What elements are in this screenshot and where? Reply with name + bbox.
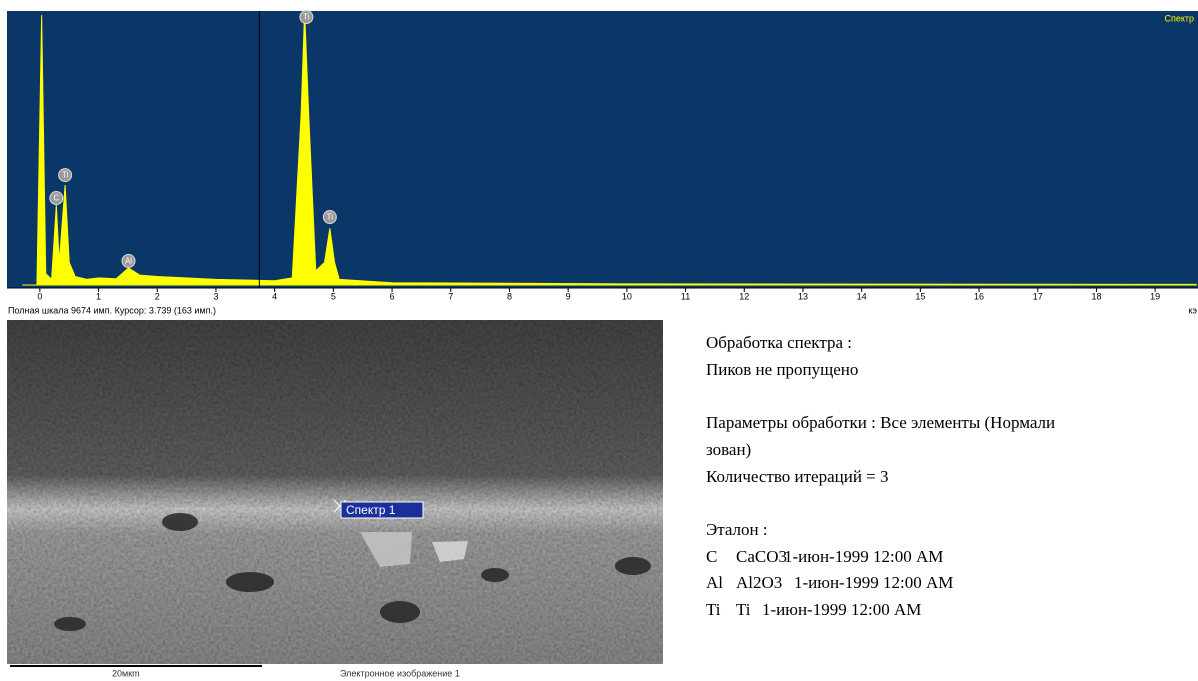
report-line: Обработка спектра : bbox=[706, 330, 1196, 357]
footer: Полная шкала 9674 имп. Курсор: 3.739 (16… bbox=[8, 305, 216, 315]
standard-cell: Al bbox=[706, 570, 728, 597]
x-tick-label: 13 bbox=[798, 291, 808, 301]
report-line: Параметры обработки : Все элементы (Норм… bbox=[706, 410, 1196, 437]
x-tick-label: 4 bbox=[272, 291, 277, 301]
peak-label: Ti bbox=[62, 171, 69, 180]
x-tick-label: 19 bbox=[1150, 291, 1160, 301]
peak-label: Ti bbox=[303, 13, 310, 22]
x-tick-label: 9 bbox=[566, 291, 571, 301]
x-tick-label: 3 bbox=[213, 291, 218, 301]
standard-cell: 1-июн-1999 12:00 AM bbox=[762, 597, 921, 624]
x-tick-label: 17 bbox=[1033, 291, 1043, 301]
x-tick-label: 8 bbox=[507, 291, 512, 301]
standard-cell: Ti bbox=[706, 597, 728, 624]
standard-cell: CaCO3 bbox=[736, 544, 784, 571]
micrograph bbox=[7, 320, 663, 664]
legend-label: Спектр bbox=[1164, 13, 1194, 23]
x-tick-label: 1 bbox=[96, 291, 101, 301]
x-tick-label: 18 bbox=[1091, 291, 1101, 301]
x-tick-label: 5 bbox=[331, 291, 336, 301]
x-tick-label: 16 bbox=[974, 291, 984, 301]
image-caption: Электронное изображение 1 bbox=[340, 668, 460, 678]
scale-label: 20мкm bbox=[112, 668, 140, 678]
x-tick-label: 2 bbox=[155, 291, 160, 301]
standard-cell: Ti bbox=[736, 597, 762, 624]
report: Обработка спектра :Пиков не пропущено Пар… bbox=[706, 330, 1196, 624]
x-tick-label: 12 bbox=[739, 291, 749, 301]
standard-cell: C bbox=[706, 544, 728, 571]
peak-label: Ti bbox=[327, 213, 334, 222]
peak-label: Al bbox=[125, 257, 132, 266]
x-tick-label: 15 bbox=[915, 291, 925, 301]
x-tick-label: 6 bbox=[390, 291, 395, 301]
report-line: Количество итераций = 3 bbox=[706, 464, 1196, 491]
report-line: Пиков не пропущено bbox=[706, 357, 1196, 384]
x-axis-label: кэ bbox=[1188, 305, 1197, 315]
marker-label: Спектр 1 bbox=[346, 503, 396, 517]
standard-row: C CaCO31-июн-1999 12:00 AM bbox=[706, 544, 1196, 571]
x-tick-label: 7 bbox=[448, 291, 453, 301]
peak-label: C bbox=[53, 194, 59, 203]
x-tick-label: 0 bbox=[37, 291, 42, 301]
standard-cell: 1-июн-1999 12:00 AM bbox=[794, 570, 953, 597]
report-line: зован) bbox=[706, 437, 1196, 464]
standard-cell: Al2O3 bbox=[736, 570, 794, 597]
page: СпектрCTiAlTiTi0123456789101112131415161… bbox=[0, 0, 1198, 681]
plot-area bbox=[7, 11, 1198, 288]
x-tick-label: 14 bbox=[857, 291, 867, 301]
x-tick-label: 10 bbox=[622, 291, 632, 301]
sem-image: Спектр 1 20мкm Электронное изображение 1 bbox=[0, 319, 663, 681]
standard-cell: 1-июн-1999 12:00 AM bbox=[784, 544, 943, 571]
standards-title: Эталон : bbox=[706, 517, 1196, 544]
x-tick-label: 11 bbox=[681, 291, 690, 301]
